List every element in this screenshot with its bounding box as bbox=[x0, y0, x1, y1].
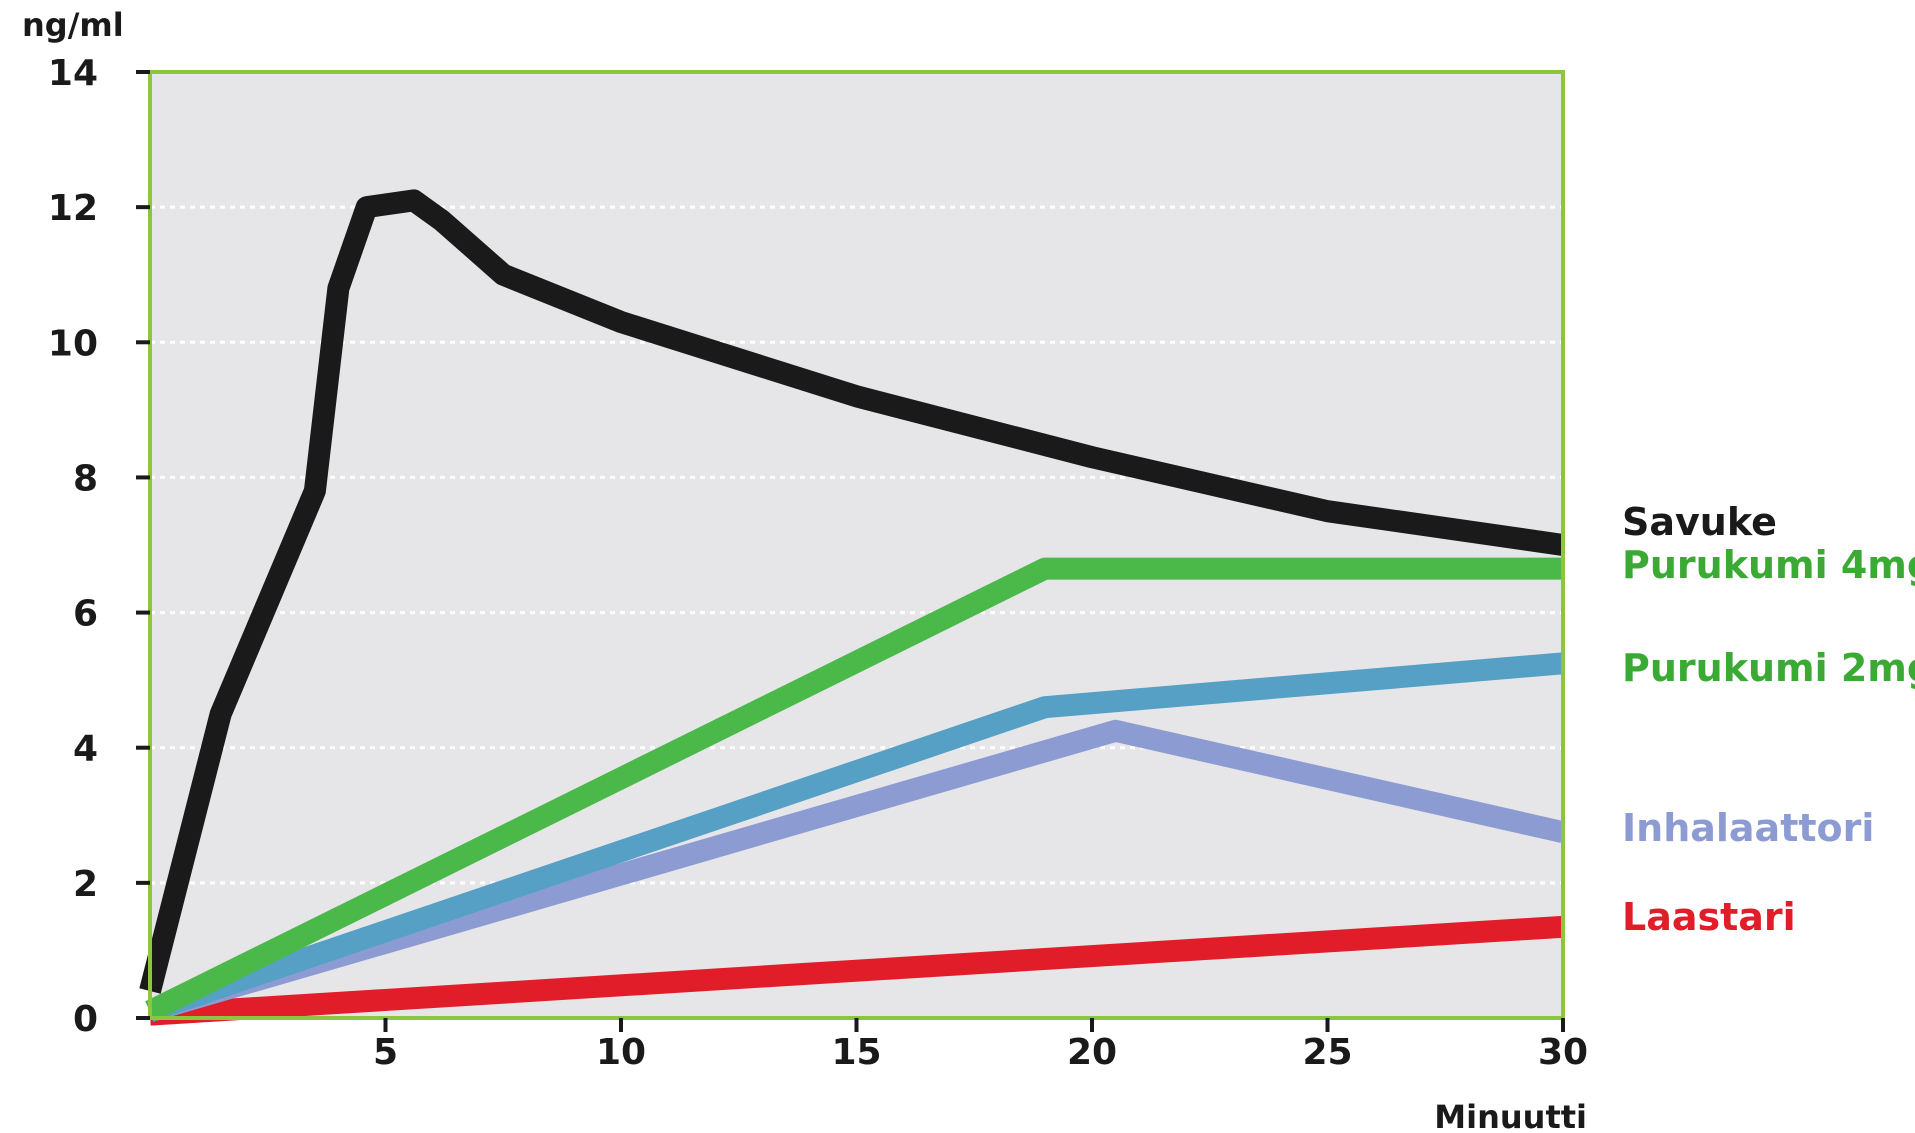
y-tick-label: 12 bbox=[48, 188, 98, 229]
y-tick-label: 4 bbox=[73, 729, 98, 770]
x-tick-label: 20 bbox=[1067, 1032, 1117, 1073]
series-lines bbox=[139, 189, 1566, 1026]
series-line-purukumi-4mg bbox=[145, 557, 1563, 1022]
series-label-purukumi-2mg: Purukumi 2mg bbox=[1622, 646, 1915, 690]
series-label-laastari: Laastari bbox=[1622, 895, 1796, 939]
plot-background bbox=[150, 72, 1563, 1018]
y-axis-title: ng/ml bbox=[22, 6, 124, 44]
series-label-inhalaattori: Inhalaattori bbox=[1622, 806, 1874, 850]
x-tick-label: 15 bbox=[831, 1032, 881, 1073]
y-tick-label: 14 bbox=[48, 53, 98, 94]
x-tick-label: 5 bbox=[373, 1032, 398, 1073]
x-axis-title: Minuutti bbox=[1434, 1098, 1587, 1133]
series-label-savuke: Savuke bbox=[1622, 500, 1777, 544]
x-tick-label: 30 bbox=[1538, 1032, 1588, 1073]
x-tick-label: 10 bbox=[596, 1032, 646, 1073]
x-axis-ticks: 5 10 15 20 25 30 bbox=[373, 1018, 1588, 1073]
series-label-purukumi-4mg: Purukumi 4mg bbox=[1622, 543, 1915, 587]
series-line-purukumi-2mg bbox=[146, 652, 1564, 1022]
y-tick-label: 0 bbox=[73, 999, 98, 1040]
y-tick-label: 6 bbox=[73, 594, 98, 635]
series-line-inhalaattori bbox=[146, 719, 1566, 1022]
series-line-savuke bbox=[139, 189, 1565, 994]
y-tick-label: 10 bbox=[48, 323, 98, 364]
series-line-laastari bbox=[149, 915, 1564, 1026]
y-tick-label: 8 bbox=[73, 458, 98, 499]
x-tick-label: 25 bbox=[1302, 1032, 1352, 1073]
y-tick-label: 2 bbox=[73, 864, 98, 905]
y-axis-ticks: 0 2 4 6 8 10 12 14 bbox=[48, 53, 150, 1040]
